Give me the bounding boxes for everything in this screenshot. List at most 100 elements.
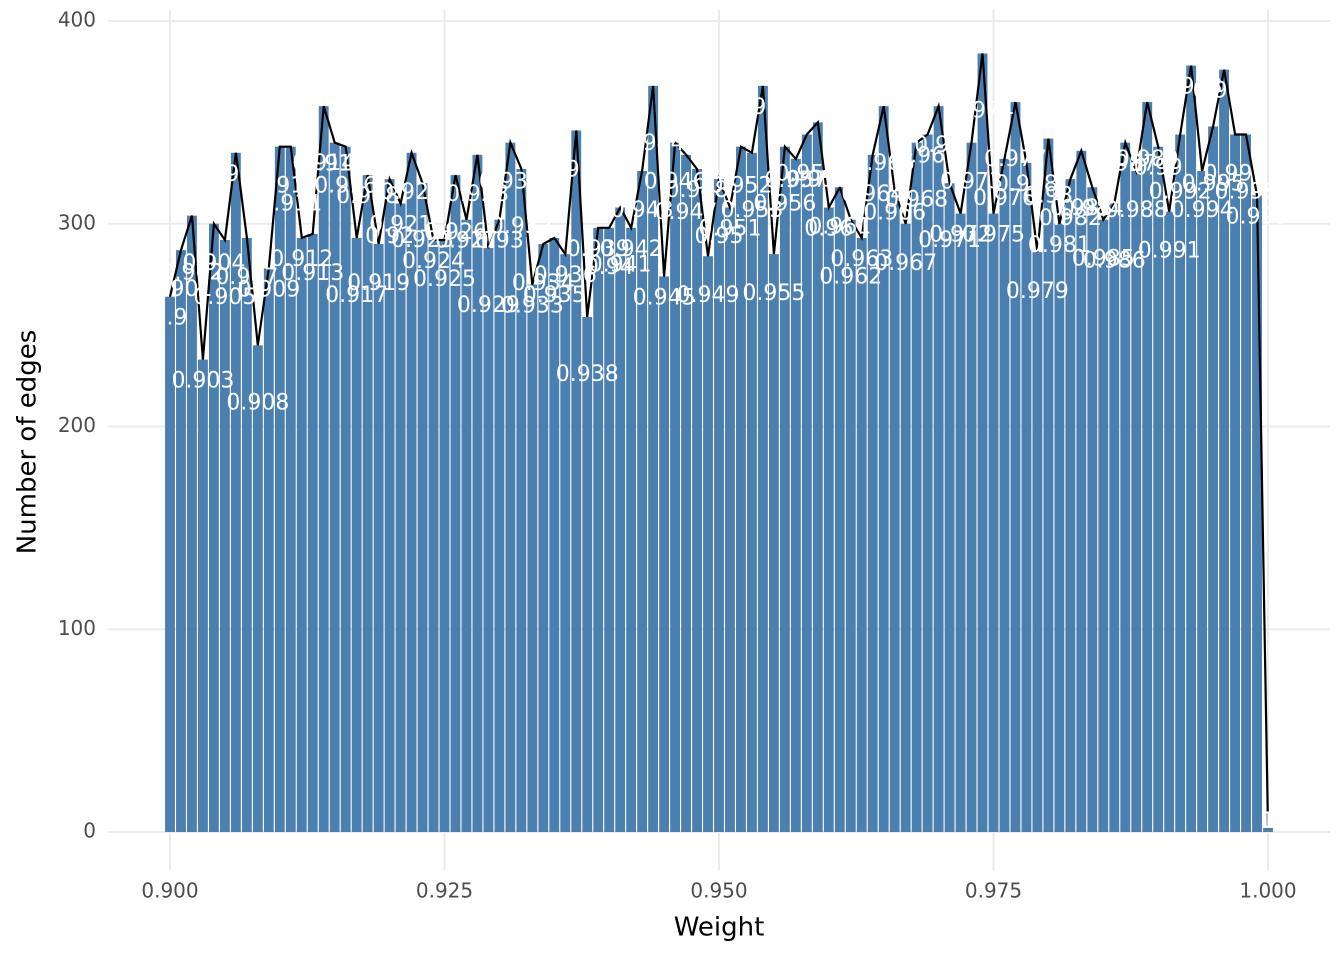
bar xyxy=(648,85,659,832)
bar xyxy=(340,146,351,832)
y-tick-label: 200 xyxy=(58,413,96,437)
bar xyxy=(483,248,494,832)
point-label: 0.998 xyxy=(1215,180,1278,205)
bar xyxy=(1175,134,1186,833)
point-label: 0.921 xyxy=(369,212,432,237)
point-label: 0.944 xyxy=(622,131,685,156)
x-tick-label: 0.950 xyxy=(690,879,747,903)
bar xyxy=(1065,179,1076,832)
bar xyxy=(176,250,186,833)
point-label: 0.906 xyxy=(204,162,267,187)
point-label: 0.938 xyxy=(556,362,619,387)
bar xyxy=(1164,211,1175,832)
bar xyxy=(560,254,571,833)
point-label: 0.969 xyxy=(896,144,959,169)
bar xyxy=(417,183,428,832)
bar xyxy=(757,85,768,832)
point-label: 0.934 xyxy=(512,271,575,296)
bar xyxy=(362,175,373,833)
point-label: 0.953 xyxy=(720,198,783,223)
bar xyxy=(351,237,362,832)
point-label: 0.99 xyxy=(1134,156,1183,181)
point-label: 0.93 xyxy=(475,229,524,254)
point-label: 0.915 xyxy=(303,152,366,177)
point-label: 0.981 xyxy=(1028,233,1091,258)
point-label: 0.991 xyxy=(1138,239,1201,264)
bar xyxy=(461,219,472,832)
point-label: 0.919 xyxy=(347,271,410,296)
bar xyxy=(165,296,175,832)
point-label: 0.962 xyxy=(819,265,882,290)
point-label: 1 xyxy=(1261,809,1275,834)
point-label: 0.904 xyxy=(182,251,245,276)
bar xyxy=(703,256,713,832)
bar xyxy=(812,122,823,832)
bar xyxy=(999,158,1010,832)
point-label: 0.937 xyxy=(545,157,608,182)
x-tick-label: 0.925 xyxy=(416,879,473,903)
point-label: 0.947 xyxy=(655,200,718,225)
point-label: 0.954 xyxy=(731,95,794,120)
bar xyxy=(1043,138,1054,833)
bar xyxy=(1131,171,1142,832)
bar xyxy=(670,142,681,832)
point-label: 0.926 xyxy=(424,220,487,245)
point-label: 0.965 xyxy=(852,151,915,176)
bar xyxy=(1054,223,1065,832)
point-label: 0.971 xyxy=(918,228,981,253)
point-label: 0.94 xyxy=(585,255,634,280)
bar xyxy=(790,158,801,832)
bar xyxy=(1230,134,1241,833)
point-label: 0.972 xyxy=(929,223,992,248)
bar xyxy=(911,142,922,832)
point-label: 0.967 xyxy=(874,251,937,276)
bar xyxy=(1241,134,1251,833)
point-label: 0.903 xyxy=(171,369,234,394)
point-label: 0.917 xyxy=(325,283,388,308)
bar xyxy=(779,146,790,832)
bar xyxy=(1263,827,1273,832)
point-label: 0.982 xyxy=(1039,206,1102,231)
bar xyxy=(637,171,648,832)
bar xyxy=(922,134,933,833)
bar xyxy=(395,203,406,833)
point-label: 0.925 xyxy=(413,267,476,292)
bar xyxy=(307,233,318,832)
y-tick-label: 300 xyxy=(58,210,96,234)
point-label: 0.957 xyxy=(764,168,827,193)
bar xyxy=(527,284,538,832)
bar xyxy=(549,237,560,832)
point-label: 0.914 xyxy=(292,151,355,176)
point-label: 0.985 xyxy=(1072,247,1135,272)
point-label: 0.908 xyxy=(226,390,289,415)
point-label: 0.979 xyxy=(1006,279,1069,304)
point-label: 0.952 xyxy=(709,174,772,199)
bar xyxy=(681,154,692,832)
point-label: 0.995 xyxy=(1182,171,1245,196)
point-label: 0.986 xyxy=(1083,248,1146,273)
bar xyxy=(252,345,263,832)
point-label: 0.923 xyxy=(391,228,454,253)
point-label: 0.988 xyxy=(1105,198,1168,223)
bar xyxy=(472,154,483,832)
bar xyxy=(1010,102,1021,833)
point-label: 0.994 xyxy=(1171,198,1234,223)
bar xyxy=(285,146,296,832)
point-label: 0.933 xyxy=(501,294,564,319)
point-label: 0.936 xyxy=(534,263,597,288)
bar xyxy=(1142,102,1153,833)
point-label: 0.941 xyxy=(589,253,652,278)
point-label: 0.951 xyxy=(698,217,761,242)
y-tick-label: 0 xyxy=(83,819,96,843)
bar xyxy=(1087,187,1098,832)
x-tick-label: 0.900 xyxy=(141,879,198,903)
bar xyxy=(230,152,241,833)
bar xyxy=(1109,203,1120,833)
y-tick-label: 400 xyxy=(58,8,96,32)
point-label: 0.996 xyxy=(1193,79,1256,104)
bar xyxy=(659,276,670,833)
point-label: 0.92 xyxy=(365,224,414,249)
point-label: 0.932 xyxy=(490,214,553,239)
point-label: 0.939 xyxy=(567,237,630,262)
point-label: 0.924 xyxy=(402,249,465,274)
